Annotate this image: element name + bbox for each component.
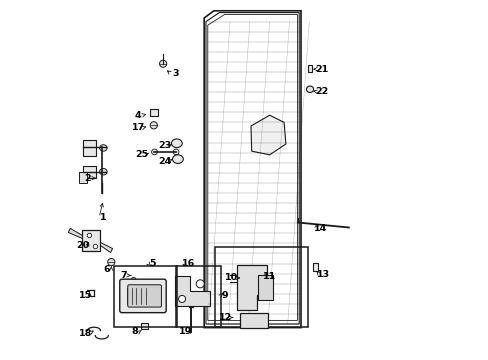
Text: 9: 9 — [221, 292, 227, 300]
Text: 11: 11 — [263, 272, 276, 281]
Circle shape — [241, 319, 247, 325]
Circle shape — [150, 122, 157, 129]
FancyBboxPatch shape — [127, 285, 161, 307]
Bar — [114, 266, 177, 327]
Text: 6: 6 — [103, 266, 110, 274]
Text: 22: 22 — [315, 87, 328, 96]
Text: 21: 21 — [315, 65, 328, 74]
Text: 1: 1 — [100, 213, 106, 222]
Text: 7: 7 — [121, 271, 127, 280]
Bar — [215, 247, 307, 327]
Polygon shape — [101, 243, 112, 253]
Polygon shape — [68, 228, 82, 238]
Text: 13: 13 — [317, 270, 329, 279]
Text: 3: 3 — [172, 69, 178, 78]
Polygon shape — [250, 115, 285, 155]
Text: 20: 20 — [77, 241, 90, 250]
Circle shape — [151, 149, 157, 155]
Text: 5: 5 — [149, 259, 156, 268]
Text: 24: 24 — [158, 157, 171, 166]
Circle shape — [178, 296, 185, 302]
Bar — [176, 266, 221, 327]
Text: 25: 25 — [135, 150, 148, 158]
Text: 17: 17 — [131, 123, 144, 132]
Ellipse shape — [172, 155, 183, 163]
Bar — [307, 65, 311, 72]
Circle shape — [240, 272, 246, 278]
Polygon shape — [236, 265, 266, 310]
Text: 14: 14 — [313, 224, 326, 233]
Circle shape — [196, 280, 204, 288]
Text: 23: 23 — [158, 141, 171, 150]
Bar — [257, 275, 272, 300]
Circle shape — [173, 149, 179, 155]
Text: 10: 10 — [225, 274, 238, 282]
Text: 4: 4 — [135, 111, 142, 120]
Bar — [313, 263, 318, 271]
Circle shape — [87, 233, 91, 238]
Circle shape — [107, 258, 115, 266]
Ellipse shape — [171, 139, 182, 148]
Text: 8: 8 — [131, 328, 138, 336]
Bar — [82, 166, 96, 178]
Text: 18: 18 — [79, 328, 92, 338]
Text: 12: 12 — [219, 313, 232, 322]
Circle shape — [253, 319, 259, 325]
Bar — [82, 140, 96, 156]
Circle shape — [244, 299, 249, 305]
Bar — [239, 313, 267, 328]
Bar — [79, 172, 87, 183]
Text: 16: 16 — [182, 259, 195, 268]
Polygon shape — [175, 276, 210, 306]
Circle shape — [131, 278, 136, 283]
Ellipse shape — [100, 145, 107, 151]
Circle shape — [93, 244, 98, 249]
Ellipse shape — [100, 168, 107, 175]
Bar — [82, 230, 101, 251]
Text: 19: 19 — [178, 328, 191, 336]
FancyBboxPatch shape — [120, 279, 166, 312]
Ellipse shape — [306, 86, 313, 93]
Circle shape — [159, 60, 166, 67]
Text: 2: 2 — [84, 174, 91, 183]
Bar — [149, 109, 158, 116]
Bar — [141, 323, 148, 328]
Text: 15: 15 — [79, 292, 92, 300]
